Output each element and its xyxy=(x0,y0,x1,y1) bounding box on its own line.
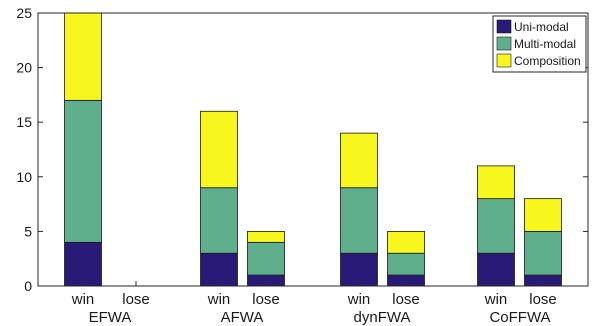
y-tick-label: 0 xyxy=(24,278,32,294)
bar-segment-multi-modal xyxy=(340,187,378,254)
plot-frame xyxy=(37,12,589,287)
y-tick-label: 5 xyxy=(24,223,32,239)
y-tick-label: 15 xyxy=(16,114,32,130)
bar-segment-composition xyxy=(64,12,102,101)
legend-label: Uni-modal xyxy=(514,20,569,34)
bar-segment-multi-modal xyxy=(387,252,425,276)
bar-segment-composition xyxy=(387,230,425,254)
group-label: EFWA xyxy=(89,309,132,326)
bars xyxy=(64,12,562,287)
y-tick-label: 10 xyxy=(16,169,32,185)
legend: Uni-modal Multi-modal Composition xyxy=(492,15,587,73)
x-tick-label: win xyxy=(484,291,508,308)
bar-segment-multi-modal xyxy=(524,230,562,276)
bar-segment-uni-modal xyxy=(200,252,238,287)
legend-label: Composition xyxy=(514,54,581,68)
legend-swatch xyxy=(496,19,512,34)
group-label: CoFFWA xyxy=(489,309,550,326)
bar-segment-composition xyxy=(477,165,515,200)
x-tick-label: win xyxy=(71,291,95,308)
legend-swatch xyxy=(496,36,512,51)
y-tick-label: 25 xyxy=(16,5,32,21)
legend-swatch xyxy=(496,53,512,68)
x-tick-label: lose xyxy=(392,291,420,308)
legend-label: Multi-modal xyxy=(514,37,576,51)
x-tick-label: win xyxy=(347,291,371,308)
bar-segment-multi-modal xyxy=(477,198,515,254)
x-tick-label: win xyxy=(207,291,231,308)
y-tick-label: 20 xyxy=(16,60,32,76)
bar-segment-multi-modal xyxy=(200,187,238,254)
bar-segment-composition xyxy=(524,198,562,232)
bar-segment-multi-modal xyxy=(247,241,285,276)
group-label: AFWA xyxy=(221,309,264,326)
x-tick-label: lose xyxy=(122,291,150,308)
bar-segment-composition xyxy=(200,110,238,189)
bar-segment-composition xyxy=(247,230,285,243)
group-label: dynFWA xyxy=(354,309,411,326)
bar-segment-composition xyxy=(340,132,378,189)
x-tick-label: lose xyxy=(252,291,280,308)
bar-segment-uni-modal xyxy=(340,252,378,287)
bar-segment-multi-modal xyxy=(64,99,102,243)
x-tick-label: lose xyxy=(529,291,557,308)
bar-segment-uni-modal xyxy=(64,241,102,287)
bar-segment-uni-modal xyxy=(477,252,515,287)
